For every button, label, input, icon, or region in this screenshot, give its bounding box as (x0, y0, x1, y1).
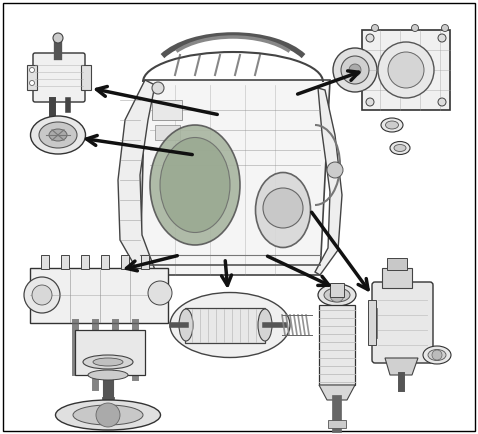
Circle shape (24, 277, 60, 313)
Ellipse shape (31, 116, 86, 154)
FancyBboxPatch shape (372, 282, 433, 363)
Bar (121, 255, 129, 269)
Ellipse shape (55, 400, 161, 430)
Bar (81, 65, 91, 90)
Bar (362, 30, 450, 110)
Bar (141, 255, 149, 269)
Bar (75, 330, 145, 375)
Circle shape (30, 80, 34, 85)
Circle shape (148, 281, 172, 305)
Bar (30, 268, 168, 323)
Circle shape (432, 350, 442, 360)
Bar (387, 258, 407, 270)
Circle shape (263, 188, 303, 228)
Bar (81, 255, 89, 269)
Bar (330, 283, 344, 297)
Circle shape (438, 98, 446, 106)
Polygon shape (319, 385, 355, 400)
Circle shape (366, 98, 374, 106)
Circle shape (442, 24, 448, 32)
Bar (328, 420, 346, 428)
Ellipse shape (83, 355, 133, 369)
Circle shape (378, 42, 434, 98)
Bar (368, 300, 376, 345)
Polygon shape (118, 80, 155, 275)
FancyBboxPatch shape (33, 53, 85, 102)
Bar (152, 100, 182, 120)
Circle shape (349, 64, 361, 76)
Bar (101, 255, 109, 269)
Ellipse shape (170, 293, 290, 358)
Circle shape (412, 24, 419, 32)
Ellipse shape (150, 125, 240, 245)
Ellipse shape (49, 129, 67, 141)
Polygon shape (315, 88, 342, 275)
Circle shape (371, 24, 379, 32)
Circle shape (327, 162, 343, 178)
Ellipse shape (256, 172, 311, 247)
Ellipse shape (394, 145, 406, 151)
Circle shape (438, 34, 446, 42)
Circle shape (152, 82, 164, 94)
Bar (155, 125, 180, 140)
Ellipse shape (93, 358, 123, 366)
Bar (41, 255, 49, 269)
Ellipse shape (381, 118, 403, 132)
Ellipse shape (258, 309, 272, 341)
Circle shape (96, 403, 120, 427)
Ellipse shape (39, 122, 77, 148)
Bar (319, 305, 355, 385)
Polygon shape (140, 80, 330, 275)
Ellipse shape (160, 138, 230, 233)
Ellipse shape (390, 141, 410, 155)
Bar (373, 308, 377, 338)
Ellipse shape (73, 405, 143, 425)
Bar (27, 65, 37, 90)
Circle shape (366, 34, 374, 42)
Circle shape (53, 33, 63, 43)
Ellipse shape (423, 346, 451, 364)
Circle shape (30, 68, 34, 72)
Bar (185, 308, 265, 343)
Ellipse shape (318, 284, 356, 306)
Bar (61, 255, 69, 269)
Polygon shape (385, 358, 418, 375)
Circle shape (388, 52, 424, 88)
Bar (382, 268, 412, 288)
Ellipse shape (385, 121, 399, 129)
Ellipse shape (179, 309, 193, 341)
Ellipse shape (88, 370, 128, 380)
Circle shape (32, 285, 52, 305)
Circle shape (330, 288, 344, 302)
Circle shape (333, 48, 377, 92)
Ellipse shape (428, 349, 446, 361)
Ellipse shape (324, 288, 350, 302)
Circle shape (341, 56, 369, 84)
